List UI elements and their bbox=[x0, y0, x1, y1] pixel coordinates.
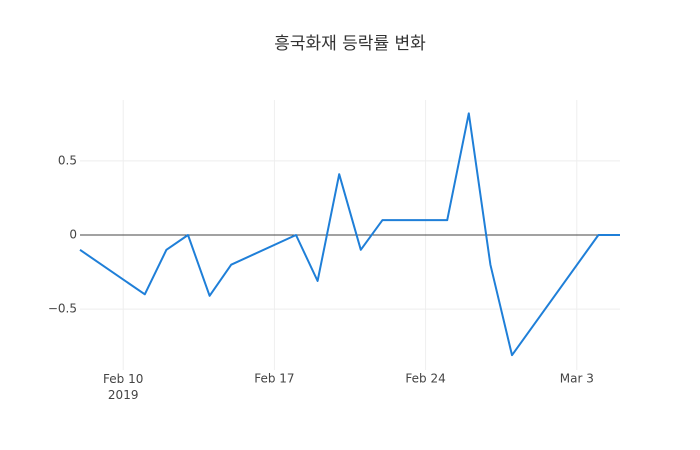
y-tick-label: 0.5 bbox=[58, 153, 77, 167]
chart-title: 흥국화재 등락률 변화 bbox=[274, 34, 426, 54]
x-tick-label: Feb 17 bbox=[254, 372, 294, 386]
y-tick-label: −0.5 bbox=[48, 302, 77, 316]
x-tick-label: Feb 10 2019 bbox=[103, 372, 143, 402]
x-tick-label: Mar 3 bbox=[560, 372, 594, 386]
line bbox=[79, 112, 620, 357]
y-tick-label: 0 bbox=[69, 228, 77, 242]
x-tick-label: Feb 24 bbox=[405, 372, 445, 386]
